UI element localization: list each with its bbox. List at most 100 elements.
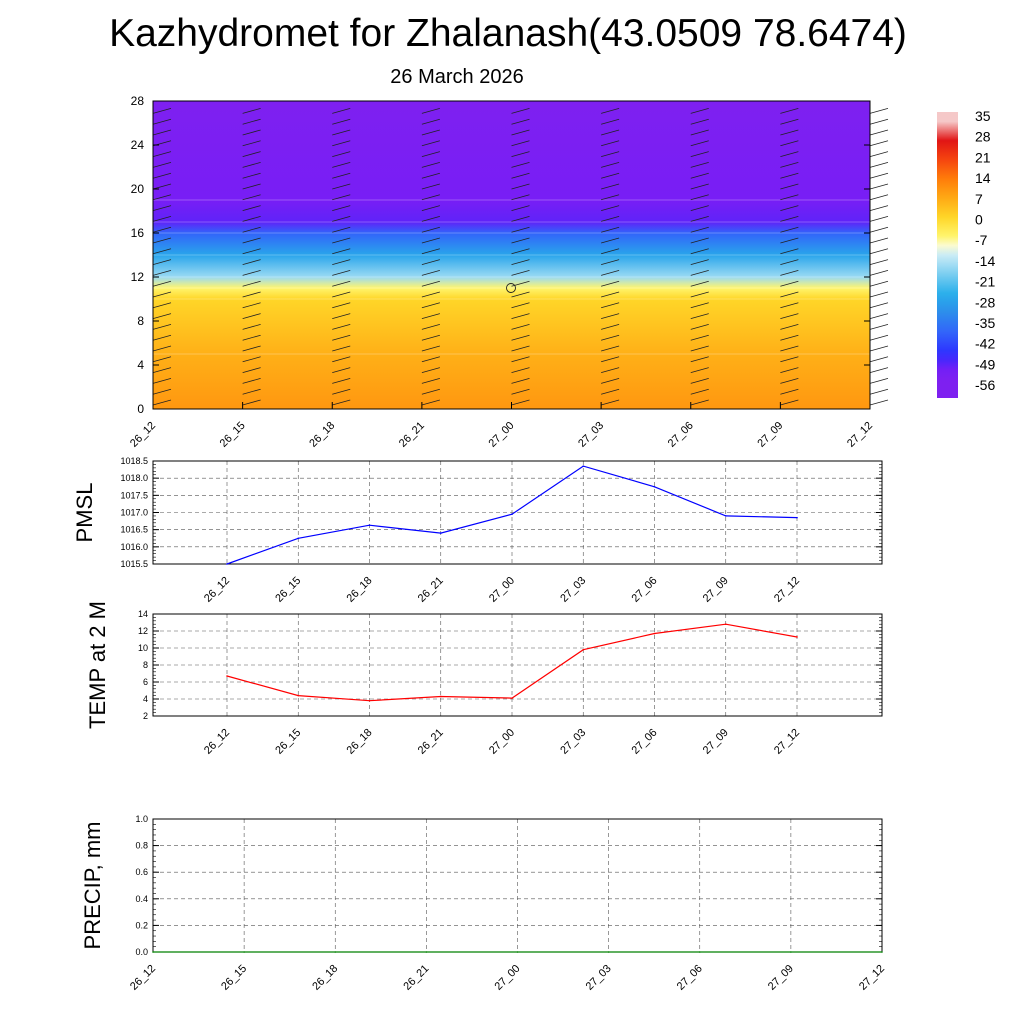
temp-2m-y-tick-label: 12	[138, 626, 148, 636]
wind-barb-7-17	[780, 216, 799, 222]
precip-x-tick-label: 26_12	[128, 963, 158, 993]
wind-barb-0-11	[152, 280, 172, 287]
wind-barb-8-18	[869, 205, 889, 211]
wind-barb-5-17	[601, 216, 620, 222]
y-tick-label: 4	[137, 358, 144, 372]
temp-2m-point-1	[297, 694, 300, 697]
wind-barb-1-23	[242, 151, 261, 157]
wind-barb-5-0	[601, 399, 620, 406]
wind-barb-7-10	[780, 291, 799, 298]
precip-point-7	[790, 951, 792, 953]
wind-barb-0-7	[152, 324, 172, 330]
wind-barb-7-3	[780, 367, 799, 373]
wind-barb-5-20	[601, 183, 620, 190]
wind-barb-5-27	[601, 108, 620, 114]
wind-barb-0-18	[152, 205, 172, 211]
wind-barb-1-3	[242, 367, 261, 373]
temp-2m-x-tick-label: 27_00	[487, 727, 517, 757]
wind-barb-7-18	[780, 205, 799, 211]
wind-barb-8-20	[869, 183, 889, 190]
wind-barb-7-27	[780, 108, 799, 114]
pmsl-x-tick-label: 26_15	[273, 575, 303, 605]
wind-barb-6-15	[690, 237, 709, 244]
wind-barb-5-24	[601, 140, 620, 147]
wind-barb-4-23	[511, 151, 530, 157]
temp-2m-x-tick-label: 26_21	[416, 727, 446, 757]
wind-barb-1-6	[242, 334, 261, 341]
wind-barb-2-22	[332, 162, 351, 168]
wind-barb-8-23	[869, 151, 889, 157]
wind-barb-4-3	[511, 367, 530, 373]
wind-barb-3-20	[421, 183, 440, 190]
wind-barb-2-24	[332, 140, 351, 147]
temp-2m-x-tick-label: 26_15	[273, 727, 303, 757]
wind-barb-5-26	[601, 118, 620, 125]
wind-barb-8-10	[869, 291, 889, 298]
wind-barb-5-2	[601, 378, 620, 384]
wind-barb-8-15	[869, 237, 889, 244]
colorbar-label: -35	[975, 315, 995, 331]
pmsl-frame	[152, 460, 883, 565]
wind-barb-2-15	[332, 237, 351, 244]
pmsl-series-line	[226, 465, 798, 565]
wind-barb-8-5	[869, 345, 889, 352]
wind-barb-4-27	[511, 108, 530, 114]
pmsl-y-axis-label: PMSL	[72, 483, 97, 543]
wind-barb-8-19	[869, 194, 889, 201]
wind-barb-5-11	[601, 280, 620, 287]
wind-barb-6-27	[690, 108, 709, 114]
wind-barb-8-27	[869, 108, 889, 114]
wind-barb-2-25	[332, 129, 351, 136]
pmsl-x-tick-label: 27_09	[701, 575, 731, 605]
chart-title: Kazhydromet for Zhalanash(43.0509 78.647…	[109, 12, 907, 55]
precip-point-1	[243, 951, 245, 953]
precip-x-tick-label: 26_15	[219, 963, 249, 993]
wind-barb-4-19	[511, 194, 530, 201]
wind-barb-7-0	[780, 399, 799, 406]
wind-barb-4-26	[511, 118, 530, 125]
wind-barb-5-5	[601, 345, 620, 352]
pmsl-point-4	[511, 513, 513, 516]
wind-barb-5-19	[601, 194, 620, 201]
colorbar-label: 0	[975, 212, 983, 228]
wind-barb-1-1	[242, 388, 261, 395]
temp-2m-point-3	[439, 695, 442, 698]
wind-barb-8-12	[869, 270, 889, 276]
wind-barb-8-9	[869, 302, 889, 309]
temp-2m-point-2	[368, 699, 371, 702]
wind-barb-7-15	[780, 237, 799, 244]
wind-barb-1-27	[242, 108, 261, 114]
x-tick-label: 26_12	[128, 420, 158, 450]
wind-barb-2-7	[332, 324, 351, 330]
wind-barb-3-19	[421, 194, 440, 201]
wind-barb-3-25	[421, 129, 440, 136]
x-tick-label: 27_12	[845, 420, 875, 450]
wind-barb-3-4	[421, 356, 440, 363]
temp-2m-x-tick-label: 27_06	[630, 727, 660, 757]
wind-barb-6-4	[690, 356, 709, 363]
wind-barb-8-8	[869, 313, 889, 319]
y-tick-label: 8	[137, 314, 144, 328]
wind-barb-3-21	[421, 172, 440, 179]
colorbar-label: 28	[975, 129, 991, 145]
wind-barb-7-25	[780, 129, 799, 136]
wind-barb-6-2	[690, 378, 709, 384]
wind-barb-7-9	[780, 302, 799, 309]
colorbar-label: -28	[975, 294, 995, 310]
wind-barb-3-23	[421, 151, 440, 157]
wind-barb-4-2	[511, 378, 530, 384]
wind-barb-4-9	[511, 302, 530, 309]
wind-barb-1-20	[242, 183, 261, 190]
wind-barb-6-25	[690, 129, 709, 136]
wind-barb-0-20	[152, 183, 172, 190]
wind-barb-8-1	[869, 388, 889, 395]
precip-x-tick-label: 26_21	[401, 963, 431, 993]
wind-barb-0-9	[152, 302, 172, 309]
colorbar-label: -49	[975, 356, 995, 372]
wind-barb-7-21	[780, 172, 799, 179]
wind-barb-0-14	[152, 248, 172, 255]
wind-barb-0-26	[152, 118, 172, 125]
wind-barb-2-1	[332, 388, 351, 395]
wind-barb-7-8	[780, 313, 799, 319]
temp-2m-point-7	[724, 623, 727, 625]
